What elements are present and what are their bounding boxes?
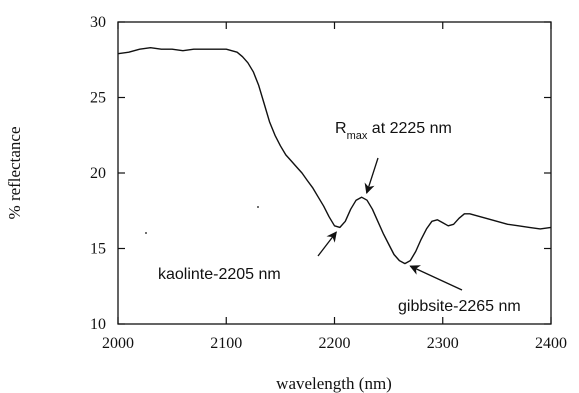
stray-dot — [145, 232, 147, 234]
y-tick-label: 30 — [90, 14, 106, 31]
stray-dot — [257, 206, 259, 208]
y-axis-title: % reflectance — [5, 127, 24, 220]
annotation-gibbsite-label: gibbsite-2265 nm — [398, 298, 521, 315]
annotation-gibbsite: gibbsite-2265 nm — [398, 265, 521, 315]
annotation-kaolinite-label: kaolinte-2205 nm — [158, 266, 281, 283]
annotation-rmax-arrow — [364, 157, 379, 194]
stray-marks — [145, 206, 259, 234]
y-tick-label: 25 — [90, 90, 106, 107]
annotation-kaolinite: kaolinte-2205 nm — [158, 231, 337, 283]
x-tick-label: 2300 — [427, 335, 459, 352]
annotation-rmax-rest: at 2225 nm — [367, 120, 452, 137]
y-tick-label: 15 — [90, 241, 106, 258]
y-tick-label: 20 — [90, 165, 106, 182]
y-axis-ticks: 10 15 20 25 30 — [90, 14, 551, 333]
annotation-rmax-sub: max — [347, 130, 368, 142]
annotation-kaolinite-arrow — [317, 231, 337, 257]
annotation-rmax-main: R — [335, 120, 347, 137]
x-tick-label: 2000 — [102, 335, 134, 352]
x-tick-label: 2200 — [319, 335, 351, 352]
x-tick-label: 2100 — [210, 335, 242, 352]
x-tick-label: 2400 — [535, 335, 567, 352]
x-axis-ticks: 2000 2100 2200 2300 2400 — [102, 22, 567, 352]
annotation-gibbsite-arrow — [409, 265, 463, 291]
annotation-rmax-label: Rmax at 2225 nm — [335, 120, 452, 142]
x-axis-title: wavelength (nm) — [276, 374, 392, 393]
y-tick-label: 10 — [90, 316, 106, 333]
reflectance-series-line — [117, 47, 552, 265]
annotation-rmax: Rmax at 2225 nm — [335, 120, 452, 194]
